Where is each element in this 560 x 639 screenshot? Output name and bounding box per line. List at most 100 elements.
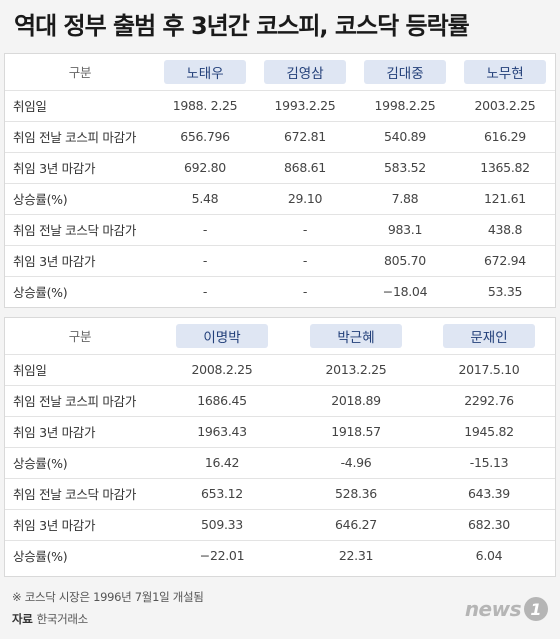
- table-row: 취임일 2008.2.25 2013.2.25 2017.5.10: [5, 354, 555, 386]
- page-title: 역대 정부 출범 후 3년간 코스피, 코스닥 등락률: [14, 12, 470, 40]
- table-cell: 438.8: [455, 214, 555, 246]
- table-row: 취임 전날 코스닥 마감가 653.12 528.36 643.39: [5, 478, 555, 510]
- table-cell: 2018.89: [289, 385, 423, 417]
- president-chip: 김영삼: [264, 59, 346, 84]
- table-cell: 656.796: [155, 121, 255, 153]
- table-panel-1: 구분 노태우 김영삼 김대중 노무현 취임일 1988. 2.25 1993.2…: [4, 53, 556, 308]
- table-cell: 1686.45: [155, 385, 289, 417]
- row-label: 취임 전날 코스닥 마감가: [5, 214, 155, 246]
- table-cell: -: [302, 284, 308, 300]
- table-row: 취임 3년 마감가 509.33 646.27 682.30: [5, 509, 555, 541]
- header-row: 구분 노태우 김영삼 김대중 노무현: [5, 54, 555, 91]
- table-panel-2: 구분 이명박 박근혜 문재인 취임일 2008.2.25 2013.2.25 2…: [4, 317, 556, 577]
- table-cell: 528.36: [289, 478, 423, 510]
- table-row: 상승률(%) 16.42 -4.96 -15.13: [5, 447, 555, 479]
- row-label: 취임 3년 마감가: [5, 152, 155, 184]
- table-cell: 653.12: [155, 478, 289, 510]
- row-label: 취임 3년 마감가: [5, 509, 155, 541]
- table-cell: 2013.2.25: [289, 354, 423, 386]
- table-cell: 29.10: [255, 183, 355, 215]
- table-row: 취임 전날 코스피 마감가 656.796 672.81 540.89 616.…: [5, 121, 555, 153]
- table-cell: 983.1: [355, 214, 455, 246]
- table-cell: 7.88: [355, 183, 455, 215]
- table-cell: 646.27: [289, 509, 423, 541]
- table-cell: 2292.76: [423, 385, 555, 417]
- table-cell: 1988. 2.25: [155, 90, 255, 122]
- source-line: 자료 한국거래소: [12, 611, 88, 627]
- kospi-kosdaq-table-1: 구분 노태우 김영삼 김대중 노무현 취임일 1988. 2.25 1993.2…: [5, 54, 555, 307]
- row-label: 취임일: [5, 90, 155, 122]
- row-label: 취임일: [5, 354, 155, 386]
- table-cell: -: [255, 245, 355, 277]
- table-row: 취임 3년 마감가 1963.43 1918.57 1945.82: [5, 416, 555, 448]
- table-row: 취임 전날 코스피 마감가 1686.45 2018.89 2292.76: [5, 385, 555, 417]
- row-label: 상승률(%): [13, 285, 68, 301]
- table-row: 취임 3년 마감가 692.80 868.61 583.52 1365.82: [5, 152, 555, 184]
- table-cell: 1963.43: [155, 416, 289, 448]
- table-cell: 6.04: [475, 548, 503, 564]
- table-cell: 682.30: [423, 509, 555, 541]
- president-chip: 노무현: [464, 59, 546, 84]
- table-row: 취임일 1988. 2.25 1993.2.25 1998.2.25 2003.…: [5, 90, 555, 122]
- kospi-kosdaq-table-2: 구분 이명박 박근혜 문재인 취임일 2008.2.25 2013.2.25 2…: [5, 318, 555, 571]
- table-row: 상승률(%) - - −18.04 53.35: [5, 276, 555, 307]
- table-cell: 53.35: [487, 284, 523, 300]
- source-value: 한국거래소: [36, 612, 89, 626]
- news1-logo: news 1: [465, 596, 548, 622]
- president-chip: 이명박: [176, 323, 268, 348]
- table-cell: 1945.82: [423, 416, 555, 448]
- table-cell: −18.04: [382, 284, 428, 300]
- table-cell: -15.13: [423, 447, 555, 479]
- table-cell: 1998.2.25: [355, 90, 455, 122]
- row-label: 취임 전날 코스피 마감가: [5, 121, 155, 153]
- president-header: 김대중: [355, 54, 455, 91]
- row-label: 상승률(%): [5, 447, 155, 479]
- president-header: 문재인: [423, 318, 555, 355]
- logo-word: news: [464, 597, 522, 621]
- president-chip: 김대중: [364, 59, 446, 84]
- row-label: 취임 3년 마감가: [5, 245, 155, 277]
- table-cell: 868.61: [255, 152, 355, 184]
- president-header: 김영삼: [255, 54, 355, 91]
- table-cell: -: [202, 284, 208, 300]
- table-cell: 2017.5.10: [423, 354, 555, 386]
- footnote: ※ 코스닥 시장은 1996년 7월1일 개설됨: [12, 590, 204, 604]
- source-label: 자료: [12, 612, 33, 626]
- table-cell: 16.42: [155, 447, 289, 479]
- table-cell: 1918.57: [289, 416, 423, 448]
- president-chip: 문재인: [443, 323, 535, 348]
- row-label: 상승률(%): [13, 549, 68, 565]
- logo-badge: 1: [524, 597, 548, 621]
- header-label: 구분: [5, 54, 155, 91]
- table-cell: 616.29: [455, 121, 555, 153]
- table-cell: 121.61: [455, 183, 555, 215]
- table-cell: 805.70: [355, 245, 455, 277]
- table-row: 상승률(%) −22.01 22.31 6.04: [5, 540, 555, 571]
- header-label: 구분: [5, 318, 155, 355]
- table-cell: 2008.2.25: [155, 354, 289, 386]
- president-header: 박근혜: [289, 318, 423, 355]
- row-label: 취임 전날 코스피 마감가: [5, 385, 155, 417]
- table-cell: -: [155, 245, 255, 277]
- table-cell: 1993.2.25: [255, 90, 355, 122]
- president-chip: 박근혜: [310, 323, 402, 348]
- table-cell: 5.48: [155, 183, 255, 215]
- table-cell: −22.01: [199, 548, 245, 564]
- table-row: 상승률(%) 5.48 29.10 7.88 121.61: [5, 183, 555, 215]
- table-cell: 2003.2.25: [455, 90, 555, 122]
- president-chip: 노태우: [164, 59, 246, 84]
- president-header: 노무현: [455, 54, 555, 91]
- row-label: 취임 3년 마감가: [5, 416, 155, 448]
- president-header: 노태우: [155, 54, 255, 91]
- row-label: 취임 전날 코스닥 마감가: [5, 478, 155, 510]
- header-row: 구분 이명박 박근혜 문재인: [5, 318, 555, 355]
- table-cell: 672.94: [455, 245, 555, 277]
- president-header: 이명박: [155, 318, 289, 355]
- table-cell: 22.31: [338, 548, 374, 564]
- table-row: 취임 전날 코스닥 마감가 - - 983.1 438.8: [5, 214, 555, 246]
- table-cell: 1365.82: [455, 152, 555, 184]
- table-cell: 540.89: [355, 121, 455, 153]
- row-label: 상승률(%): [5, 183, 155, 215]
- table-row: 취임 3년 마감가 - - 805.70 672.94: [5, 245, 555, 277]
- table-cell: 583.52: [355, 152, 455, 184]
